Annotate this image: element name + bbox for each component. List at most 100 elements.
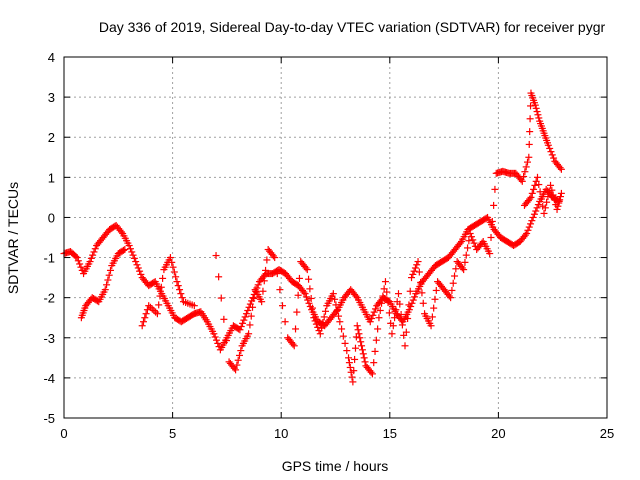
data-point	[430, 304, 438, 312]
data-point	[394, 290, 402, 298]
y-tick-label: 2	[48, 130, 55, 145]
data-point	[348, 373, 356, 381]
data-point	[166, 254, 174, 262]
data-point	[460, 266, 468, 274]
data-point	[555, 199, 563, 207]
data-point	[355, 330, 363, 338]
data-point	[428, 313, 436, 321]
data-point	[117, 228, 125, 236]
data-point	[214, 339, 222, 347]
data-point	[531, 181, 539, 189]
data-point	[343, 347, 351, 355]
data-point	[557, 165, 565, 173]
data-point	[303, 266, 311, 274]
data-point	[177, 290, 185, 298]
data-point	[521, 168, 529, 176]
data-point	[339, 332, 347, 340]
data-point	[332, 307, 340, 315]
data-point	[336, 318, 344, 326]
data-point	[371, 347, 379, 355]
data-point	[121, 246, 129, 254]
data-point	[220, 315, 228, 323]
data-point	[554, 202, 562, 210]
data-point	[388, 330, 396, 338]
data-point	[526, 115, 534, 123]
y-tick-label: -3	[43, 331, 55, 346]
data-point	[385, 309, 393, 317]
data-point	[246, 321, 254, 329]
data-point	[105, 271, 113, 279]
data-point	[408, 274, 416, 282]
data-point	[73, 254, 81, 262]
data-point	[418, 289, 426, 297]
data-point	[101, 286, 109, 294]
data-point	[169, 263, 177, 271]
data-point	[467, 233, 475, 241]
data-point	[357, 338, 365, 346]
data-point	[301, 290, 309, 298]
data-point	[279, 302, 287, 310]
y-tick-label: 3	[48, 90, 55, 105]
x-tick-label: 20	[491, 426, 505, 441]
data-point	[351, 344, 359, 352]
data-point	[234, 356, 242, 364]
data-point	[139, 318, 147, 326]
data-point	[408, 299, 416, 307]
data-point	[392, 306, 400, 314]
data-point	[120, 246, 128, 254]
data-point	[352, 292, 360, 300]
data-point	[546, 144, 554, 152]
data-point	[411, 293, 419, 301]
data-point	[544, 141, 552, 149]
data-point	[212, 252, 220, 260]
data-point	[381, 278, 389, 286]
data-point	[452, 265, 460, 273]
data-point	[125, 242, 133, 250]
data-point	[345, 354, 353, 362]
data-point	[531, 101, 539, 109]
data-point	[540, 209, 548, 217]
data-point	[360, 354, 368, 362]
data-point	[244, 307, 252, 315]
data-point	[156, 292, 164, 300]
data-point	[417, 278, 425, 286]
data-point	[525, 223, 533, 231]
data-point	[176, 286, 184, 294]
data-series	[60, 89, 565, 386]
data-point	[302, 264, 310, 272]
data-point	[536, 188, 544, 196]
data-point	[349, 378, 357, 386]
data-point	[358, 342, 366, 350]
data-point	[148, 305, 156, 313]
data-point	[329, 290, 337, 298]
x-tick-label: 5	[169, 426, 176, 441]
data-point	[523, 229, 531, 237]
data-point	[178, 294, 186, 302]
y-tick-label: -5	[43, 411, 55, 426]
data-point	[222, 337, 230, 345]
data-point	[432, 286, 440, 294]
grid	[64, 57, 607, 418]
data-point	[104, 276, 112, 284]
data-point	[543, 198, 551, 206]
data-point	[271, 254, 279, 262]
chart-title: Day 336 of 2019, Sidereal Day-to-day VTE…	[99, 19, 606, 35]
data-point	[353, 322, 361, 330]
x-tick-label: 0	[60, 426, 67, 441]
data-point	[314, 323, 322, 331]
data-point	[308, 304, 316, 312]
data-point	[556, 196, 564, 204]
data-point	[409, 270, 417, 278]
data-point	[358, 346, 366, 354]
x-tick-label: 15	[383, 426, 397, 441]
data-point	[145, 302, 153, 310]
data-point	[431, 295, 439, 303]
data-point	[305, 275, 313, 283]
data-point	[159, 274, 167, 282]
data-point	[556, 164, 564, 172]
data-point	[535, 181, 543, 189]
data-point	[524, 226, 532, 234]
data-point	[137, 270, 145, 278]
data-point	[351, 355, 359, 363]
